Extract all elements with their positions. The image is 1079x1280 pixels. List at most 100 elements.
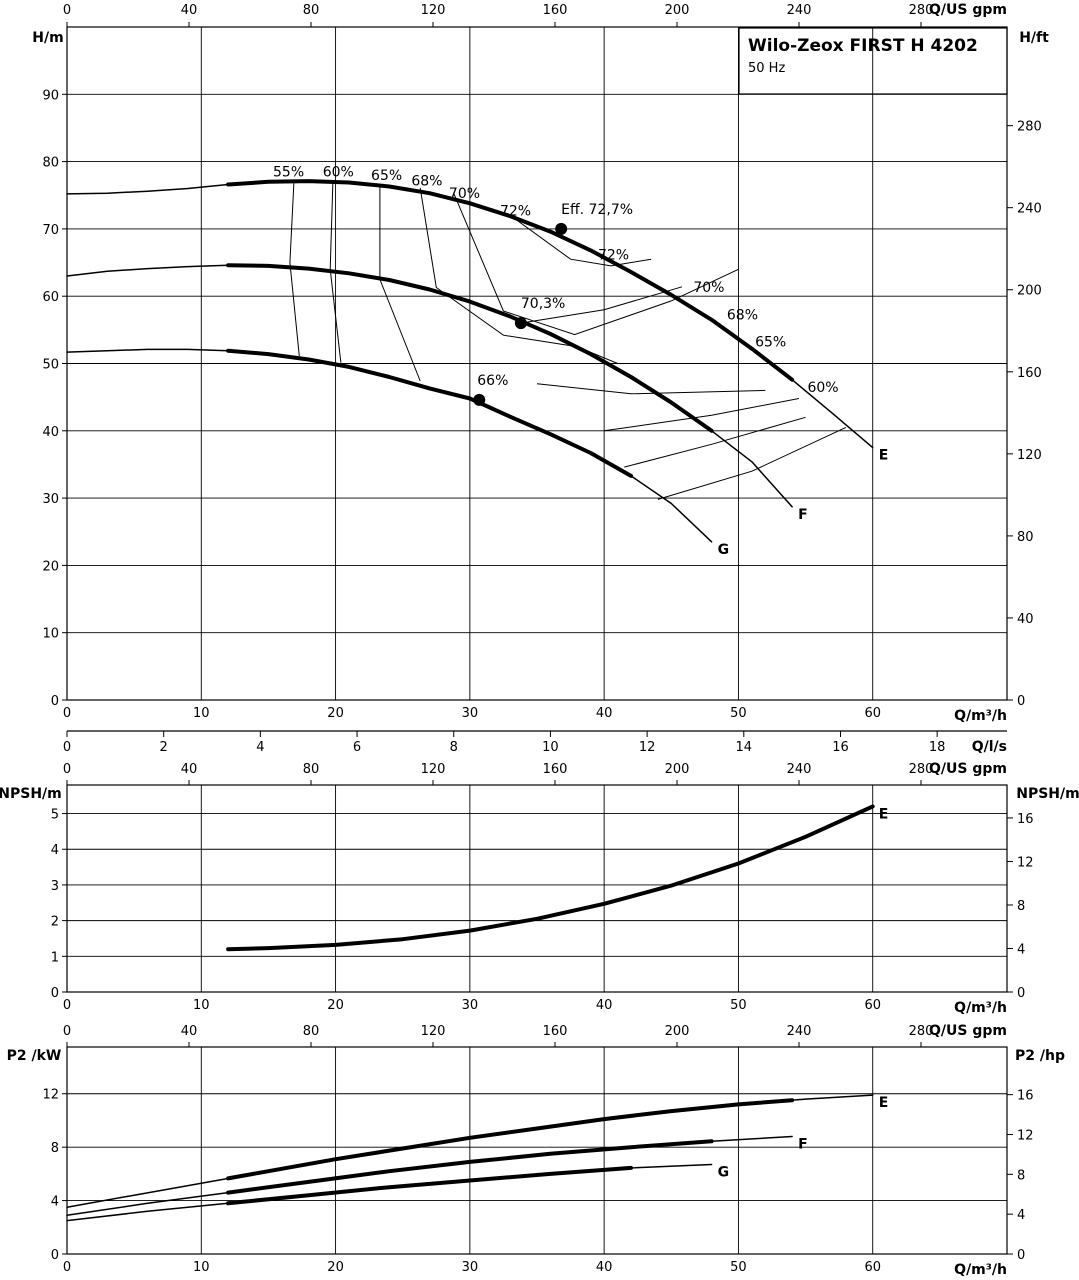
y-tick-label: 0 (51, 694, 59, 709)
npsh-panel-frame (66, 784, 1008, 993)
y2-tick-label: 160 (1017, 366, 1042, 381)
x-tick-label: 0 (63, 706, 71, 721)
efficiency-isoline (419, 187, 618, 364)
x-tick-label: 50 (730, 998, 747, 1013)
usgpm-tick-label: 160 (543, 1024, 568, 1039)
ls-tick-label: 0 (63, 740, 71, 755)
efficiency-isoline (657, 426, 847, 500)
ls-tick-label: 10 (542, 740, 559, 755)
y-tick-label: 1 (51, 950, 59, 965)
x-tick-label: 40 (596, 706, 613, 721)
usgpm-tick-label: 80 (303, 3, 320, 18)
operating-range-f (226, 263, 714, 433)
usgpm-tick-label: 40 (181, 3, 198, 18)
usgpm-tick-label: 120 (421, 1024, 446, 1039)
x-tick-label: 10 (193, 998, 210, 1013)
y-tick-label: 10 (42, 627, 59, 642)
power-y2-axis-label: P2 /hp (1015, 1048, 1065, 1064)
operating-point-label: 66% (477, 373, 508, 389)
efficiency-label: 68% (411, 173, 442, 189)
efficiency-label: 65% (371, 168, 402, 184)
efficiency-layer: 55% 60% 65% 68%70%72%72%70%68%65%60%Eff. 72… (273, 165, 847, 500)
mid-usgpm-axis-label: Q/US gpm (929, 761, 1007, 777)
x-tick-label: 10 (193, 706, 210, 721)
x-tick-label: 30 (462, 998, 479, 1013)
usgpm-tick-label: 80 (303, 762, 320, 777)
y2-tick-label: 200 (1017, 284, 1042, 299)
efficiency-label: 72% (500, 204, 531, 220)
usgpm-tick-label: 240 (787, 3, 812, 18)
usgpm-tick-label: 280 (909, 3, 934, 18)
efficiency-isoline (507, 212, 652, 267)
x-tick-label: 30 (462, 1260, 479, 1275)
usgpm-tick-label: 240 (787, 1024, 812, 1039)
y2-tick-label: 240 (1017, 202, 1042, 217)
usgpm-tick-label: 200 (665, 762, 690, 777)
y-tick-label: 8 (51, 1141, 59, 1156)
ls-tick-label: 14 (736, 740, 753, 755)
head-x-axis-label: Q/m³/h (954, 708, 1007, 724)
y-tick-label: 12 (42, 1088, 59, 1103)
operating-range-e (226, 1098, 795, 1181)
curve-label-g: G (718, 1165, 730, 1181)
y2-tick-label: 4 (1017, 942, 1025, 957)
ls-tick-label: 4 (256, 740, 264, 755)
chart-subtitle: 50 Hz (748, 61, 785, 76)
y2-tick-label: 280 (1017, 120, 1042, 135)
y-tick-label: 3 (51, 879, 59, 894)
curve-label-e: E (879, 806, 889, 822)
operating-range-f (226, 1139, 714, 1195)
y2-tick-label: 120 (1017, 448, 1042, 463)
operating-point (473, 393, 486, 406)
x-tick-label: 0 (63, 1260, 71, 1275)
ls-tick-label: 16 (832, 740, 849, 755)
y2-tick-label: 0 (1017, 1248, 1025, 1263)
x-tick-label: 20 (327, 706, 344, 721)
curve-label-f: F (798, 1136, 808, 1152)
y2-tick-label: 0 (1017, 694, 1025, 709)
usgpm-tick-label: 160 (543, 762, 568, 777)
tick-label-layer: 0 10 20 30 40 50 60010203040506070809004080120… (42, 3, 1041, 1275)
grid-layer (62, 22, 1013, 1255)
ls-axis-label: Q/l/s (972, 739, 1007, 755)
y2-tick-label: 12 (1017, 855, 1034, 870)
usgpm-tick-label: 120 (421, 762, 446, 777)
head-y-axis-label: H/m (32, 30, 63, 46)
y2-tick-label: 80 (1017, 530, 1034, 545)
x-tick-label: 20 (327, 998, 344, 1013)
usgpm-tick-label: 280 (909, 762, 934, 777)
ls-tick-label: 18 (929, 740, 946, 755)
y2-tick-label: 4 (1017, 1208, 1025, 1223)
y-tick-label: 2 (51, 915, 59, 930)
operating-point (514, 317, 527, 330)
efficiency-label: 60% (807, 380, 838, 396)
y-tick-label: 4 (51, 843, 59, 858)
y-tick-label: 4 (51, 1195, 59, 1210)
efficiency-label: 55% (273, 165, 304, 181)
y-tick-label: 20 (42, 559, 59, 574)
head-y2-axis-label: H/ft (1019, 30, 1049, 46)
operating-point (555, 222, 568, 235)
x-tick-label: 60 (864, 706, 881, 721)
efficiency-isoline (536, 383, 766, 395)
y-tick-label: 70 (42, 223, 59, 238)
y2-tick-label: 8 (1017, 1168, 1025, 1183)
efficiency-isoline (453, 193, 739, 336)
efficiency-isoline (379, 183, 421, 382)
operating-point-label: 70,3% (521, 296, 565, 312)
x-tick-label: 30 (462, 706, 479, 721)
usgpm-tick-label: 0 (63, 1024, 71, 1039)
npsh-y-axis-label: NPSH/m (0, 786, 62, 802)
efficiency-label: 68% (727, 307, 758, 323)
usgpm-tick-label: 160 (543, 3, 568, 18)
npsh-y2-axis-label: NPSH/m (1016, 786, 1079, 802)
curve-label-e: E (879, 1095, 889, 1111)
curve-layer: E F G E E F G (66, 179, 889, 1222)
x-tick-label: 0 (63, 998, 71, 1013)
usgpm-tick-label: 240 (787, 762, 812, 777)
efficiency-isoline (289, 182, 300, 357)
power-x-axis-label: Q/m³/h (954, 1262, 1007, 1278)
y-tick-label: 80 (42, 156, 59, 171)
